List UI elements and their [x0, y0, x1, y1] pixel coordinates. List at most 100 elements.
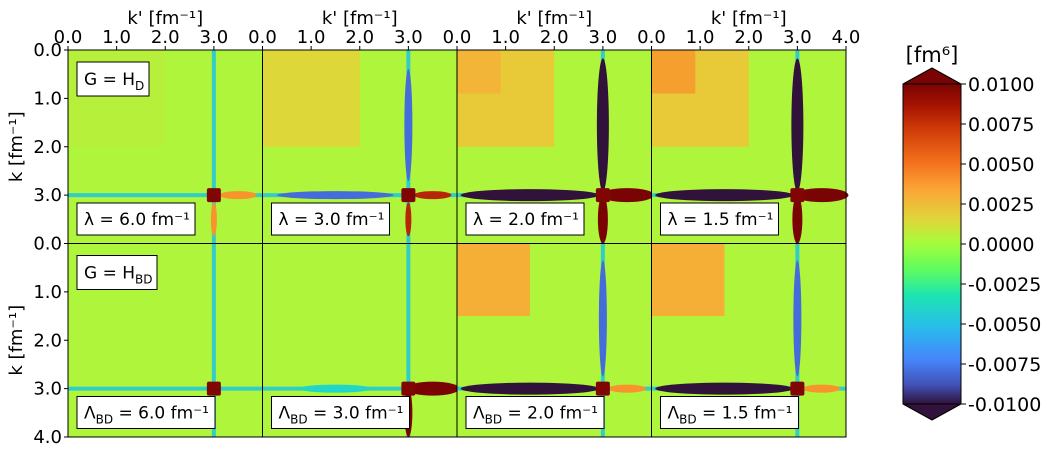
param-subscript: BD — [290, 413, 307, 427]
heatmap-positive-lobe-horizontal — [219, 191, 257, 200]
x-axis-label: k' [fm⁻¹] — [322, 8, 398, 29]
panel-parameter-label-box — [660, 396, 799, 429]
param-value: = 1.5 fm⁻¹ — [697, 404, 793, 424]
heatmap-positive-lobe-horizontal — [413, 191, 452, 200]
panel-parameter-label-box — [465, 396, 605, 429]
heatmap-vertical-ridge — [406, 243, 411, 437]
fixed-point-marker — [206, 381, 221, 396]
heatmap-positive-lobe-horizontal — [600, 188, 654, 203]
heatmap-positive-lobe-vertical — [405, 202, 412, 237]
x-tick-label: 1.0 — [102, 27, 131, 48]
colorbar-max-extension — [902, 67, 962, 85]
colorbar-tick-label: 0.0050 — [968, 154, 1034, 176]
x-axis-label: k' [fm⁻¹] — [516, 8, 592, 29]
heatmap-negative-lobe-vertical — [596, 58, 609, 192]
x-tick-label: 2.0 — [540, 27, 569, 48]
param-subscript: BD — [96, 413, 113, 427]
colorbar-tick-label: -0.0075 — [968, 354, 1041, 376]
panel-parameter-label: ΛBD = 3.0 fm⁻¹ — [279, 404, 404, 427]
heatmap-negative-lobe-horizontal — [655, 189, 794, 202]
row-label-box — [76, 61, 150, 97]
heatmap-horizontal-ridge — [68, 386, 263, 391]
y-tick-label: 0.0 — [33, 234, 62, 255]
fixed-point-marker — [595, 188, 610, 203]
heatmap-corner-region — [651, 50, 696, 94]
heatmap-positive-lobe-horizontal — [405, 381, 460, 396]
x-axis-label: k' [fm⁻¹] — [711, 8, 787, 29]
heatmap-lowk-region — [457, 243, 530, 317]
panel-parameter-label: λ = 1.5 fm⁻¹ — [668, 210, 774, 230]
y-tick-label: 3.0 — [33, 185, 62, 206]
colorbar-gradient — [902, 83, 962, 405]
param-value: = 2.0 fm⁻¹ — [502, 404, 598, 424]
param-symbol: Λ — [84, 404, 96, 424]
heatmap-negative-lobe-vertical — [793, 260, 802, 377]
heatmap-negative-lobe-horizontal — [277, 191, 394, 200]
panel-parameter-label: ΛBD = 6.0 fm⁻¹ — [84, 404, 209, 427]
panel-parameter-label-box — [76, 202, 196, 236]
colorbar-tick-label: -0.0050 — [968, 314, 1041, 336]
heatmap-negative-lobe-horizontal — [460, 189, 600, 202]
x-tick-label: 0.0 — [248, 27, 277, 48]
heatmap-positive-lobe-horizontal — [608, 384, 646, 393]
y-tick-label: 4.0 — [33, 427, 62, 448]
row-label-subscript: D — [135, 79, 144, 93]
colorbar: [fm⁶] 0.0100 0.0075 0.0050 0.0025 0.0000 -0.0… — [902, 43, 1041, 421]
row-label-subscript: BD — [135, 273, 152, 287]
x-tick-label: 3.0 — [394, 27, 423, 48]
y-tick-label: 1.0 — [33, 88, 62, 109]
colorbar-tick-label: 0.0100 — [968, 74, 1034, 96]
panel-parameter-label: λ = 3.0 fm⁻¹ — [279, 210, 385, 230]
fixed-point-marker — [206, 188, 221, 203]
heatmap-vertical-ridge — [211, 243, 216, 437]
param-subscript: BD — [485, 413, 502, 427]
heatmap-lowk-region — [651, 243, 725, 317]
heatmap-negative-lobe-horizontal — [655, 382, 794, 395]
x-tick-label: 3.0 — [783, 27, 812, 48]
colorbar-tick-label: 0.0025 — [968, 194, 1034, 216]
panel-parameter-label: ΛBD = 1.5 fm⁻¹ — [668, 404, 793, 427]
panel-parameter-label-box — [271, 202, 390, 236]
heatmap-vertical-ridge — [211, 50, 216, 244]
row-label: G = HD — [84, 70, 144, 93]
x-tick-label: 0.0 — [637, 27, 666, 48]
param-symbol: Λ — [473, 404, 485, 424]
fixed-point-marker — [790, 381, 805, 396]
y-axis-label: k [fm⁻¹] — [6, 111, 27, 182]
heatmap-positive-lobe-vertical — [792, 195, 803, 244]
param-symbol: Λ — [668, 404, 680, 424]
x-tick-label: 2.0 — [345, 27, 374, 48]
heatmap-negative-lobe-horizontal — [298, 384, 372, 393]
x-tick-label: 3.0 — [200, 27, 229, 48]
param-symbol: Λ — [279, 404, 291, 424]
panel-parameter-label-box — [660, 202, 779, 236]
colorbar-unit-label: [fm⁶] — [906, 43, 959, 67]
y-tick-label: 3.0 — [33, 379, 62, 400]
heatmap-corner-region — [457, 50, 501, 94]
y-tick-label: 1.0 — [33, 282, 62, 303]
panel-parameter-label-box — [465, 202, 585, 236]
x-tick-label: 0.0 — [443, 27, 472, 48]
x-tick-label: 3.0 — [589, 27, 618, 48]
fixed-point-marker — [401, 381, 416, 396]
param-value: = 6.0 fm⁻¹ — [113, 404, 209, 424]
panel-parameter-label: ΛBD = 2.0 fm⁻¹ — [473, 404, 598, 427]
heatmap-positive-lobe-horizontal — [802, 384, 841, 393]
axes-and-labels: 0.0 1.0 2.0 3.0k' [fm⁻¹]0.0 1.0 2.0 3.0k' [fm⁻… — [6, 8, 860, 448]
colorbar-tick-label: -0.0100 — [968, 394, 1041, 416]
colorbar-tick-label: -0.0025 — [968, 274, 1041, 296]
panel-parameter-label-box — [76, 396, 216, 429]
param-value: = 3.0 fm⁻¹ — [308, 404, 404, 424]
x-tick-label: 2.0 — [151, 27, 180, 48]
y-axis-label: k [fm⁻¹] — [6, 305, 27, 376]
x-axis-label: k' [fm⁻¹] — [127, 8, 203, 29]
heatmap-positive-lobe-horizontal — [794, 188, 849, 203]
heatmap-positive-lobe-vertical — [597, 195, 608, 244]
colorbar-tick-label: 0.0075 — [968, 114, 1034, 136]
x-tick-label: 1.0 — [686, 27, 715, 48]
y-tick-label: 0.0 — [33, 40, 62, 61]
heatmap-positive-lobe-vertical — [210, 202, 217, 237]
heatmap-negative-lobe-vertical — [791, 58, 804, 192]
panel-parameter-label: λ = 2.0 fm⁻¹ — [473, 210, 579, 230]
